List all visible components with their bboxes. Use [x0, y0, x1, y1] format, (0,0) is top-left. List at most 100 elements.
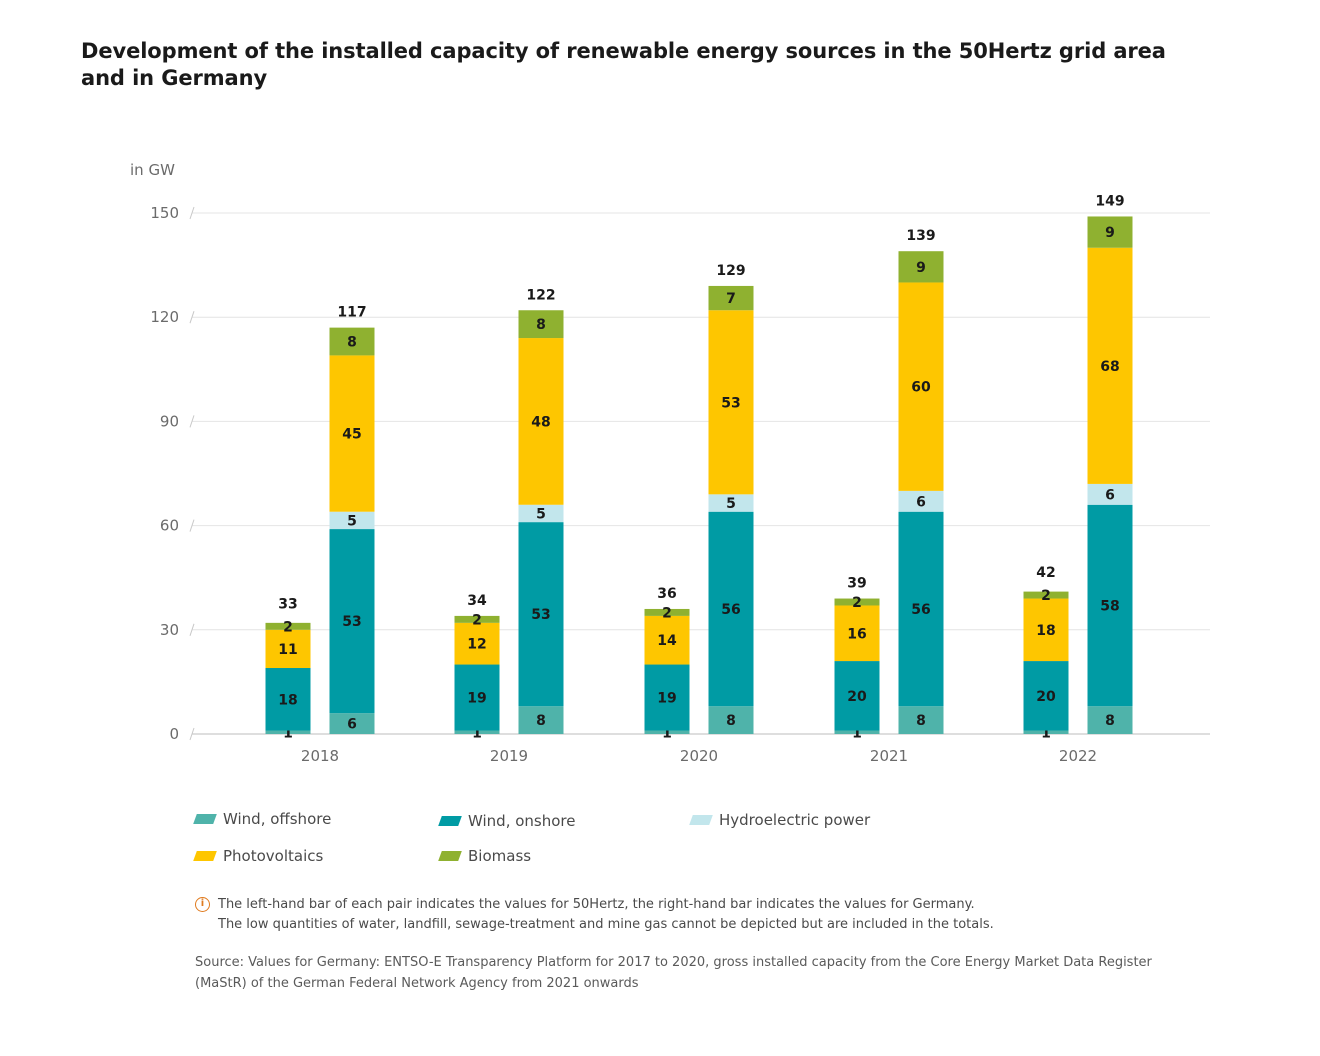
bar-50hertz-2021-photovoltaics [834, 605, 880, 662]
bar-germany-2018-biomass [329, 327, 375, 356]
legend-item-photovoltaics: Photovoltaics [193, 847, 324, 865]
legend-swatch-wind-offshore [193, 814, 217, 824]
bar-label-50hertz-2022-biomass: 2 [1041, 588, 1051, 604]
bar-germany-2021-wind-onshore [898, 511, 944, 707]
bar-label-germany-2021-photovoltaics: 60 [911, 380, 931, 396]
bar-label-50hertz-2018-biomass: 2 [283, 619, 293, 635]
bar-germany-2020-wind-onshore [708, 511, 754, 707]
bar-germany-2019-wind-offshore [518, 706, 564, 734]
bar-label-50hertz-2022-photovoltaics: 18 [1036, 623, 1055, 639]
y-tick-label-90: 90 [160, 412, 179, 430]
bar-germany-2021-photovoltaics [898, 282, 944, 491]
bar-total-50hertz-2022: 42 [1036, 565, 1055, 581]
legend-label-hydroelectric: Hydroelectric power [719, 811, 871, 829]
legend-item-biomass: Biomass [438, 847, 532, 865]
legend-label-biomass: Biomass [468, 847, 532, 865]
bar-label-germany-2022-photovoltaics: 68 [1100, 359, 1119, 375]
x-tick-label-2018: 2018 [301, 747, 339, 765]
y-tick-label-60: 60 [160, 517, 179, 535]
stacked-bar-chart: in GW03060901201502018118112336535458117… [130, 161, 1210, 765]
bar-label-germany-2020-hydroelectric-power: 5 [726, 496, 736, 512]
bar-50hertz-2018-wind-onshore [265, 668, 311, 731]
bar-germany-2022-hydroelectric-power [1087, 483, 1133, 505]
bar-germany-2018-wind-onshore [329, 529, 375, 714]
legend-item-wind-onshore: Wind, onshore [438, 812, 576, 830]
source-note: Source: Values for Germany: ENTSO-E Tran… [195, 955, 1152, 991]
bar-germany-2018-photovoltaics [329, 355, 375, 512]
bar-label-germany-2021-wind-offshore: 8 [916, 713, 926, 729]
y-tick-mark-90 [189, 415, 195, 428]
bar-total-germany-2019: 122 [526, 287, 555, 303]
info-icon: i [195, 897, 210, 912]
bar-germany-2018-wind-offshore [329, 713, 375, 734]
bar-germany-2022-wind-offshore [1087, 706, 1133, 734]
bar-label-50hertz-2020-wind-onshore: 19 [657, 691, 676, 707]
bar-50hertz-2022-biomass [1023, 591, 1069, 599]
chart-legend: Wind, offshore Wind, onshore Hydroelectr… [193, 810, 955, 870]
bar-total-50hertz-2019: 34 [467, 593, 487, 609]
bar-total-50hertz-2021: 39 [847, 576, 866, 592]
bar-50hertz-2021-wind-offshore [834, 730, 880, 734]
bar-label-50hertz-2022-wind-offshore: 1 [1041, 725, 1051, 741]
bar-50hertz-2022-photovoltaics [1023, 598, 1069, 662]
bar-germany-2019-wind-onshore [518, 522, 564, 707]
bar-germany-2020-wind-offshore [708, 706, 754, 734]
bar-total-germany-2018: 117 [337, 305, 366, 321]
bar-label-germany-2020-biomass: 7 [726, 291, 736, 307]
bar-50hertz-2019-wind-onshore [454, 664, 500, 731]
bar-label-germany-2019-photovoltaics: 48 [531, 414, 550, 430]
bar-50hertz-2020-wind-onshore [644, 664, 690, 731]
bar-50hertz-2021-wind-onshore [834, 661, 880, 731]
bar-germany-2020-hydroelectric-power [708, 494, 754, 512]
bar-50hertz-2022-wind-offshore [1023, 730, 1069, 734]
bar-label-50hertz-2018-wind-offshore: 1 [283, 725, 293, 741]
bar-label-germany-2019-hydroelectric-power: 5 [536, 506, 546, 522]
bar-germany-2021-hydroelectric-power [898, 490, 944, 512]
bar-label-50hertz-2021-biomass: 2 [852, 595, 862, 611]
bar-50hertz-2019-biomass [454, 615, 500, 623]
legend-swatch-photovoltaics [193, 851, 217, 861]
bar-label-50hertz-2020-wind-offshore: 1 [662, 725, 672, 741]
legend-label-photovoltaics: Photovoltaics [223, 847, 324, 865]
bar-label-50hertz-2020-photovoltaics: 14 [657, 633, 677, 649]
bar-label-50hertz-2021-photovoltaics: 16 [847, 626, 866, 642]
bar-total-germany-2022: 149 [1095, 193, 1124, 209]
bar-label-50hertz-2019-photovoltaics: 12 [467, 637, 486, 653]
bar-50hertz-2018-wind-offshore [265, 730, 311, 734]
bar-label-germany-2018-biomass: 8 [347, 335, 357, 351]
y-tick-label-0: 0 [169, 725, 179, 743]
bar-50hertz-2018-photovoltaics [265, 629, 311, 669]
bar-germany-2019-biomass [518, 310, 564, 339]
y-tick-mark-60 [189, 519, 195, 532]
bar-germany-2022-photovoltaics [1087, 247, 1133, 484]
bar-label-50hertz-2019-biomass: 2 [472, 612, 482, 628]
bar-50hertz-2020-wind-offshore [644, 730, 690, 734]
bar-label-germany-2020-photovoltaics: 53 [721, 395, 740, 411]
bar-label-germany-2021-wind-onshore: 56 [911, 602, 930, 618]
x-tick-label-2020: 2020 [680, 747, 718, 765]
note-line-2: The low quantities of water, landfill, s… [218, 917, 994, 932]
y-tick-mark-0 [189, 727, 195, 741]
bar-germany-2020-biomass [708, 285, 754, 311]
y-tick-mark-150 [189, 206, 195, 220]
legend-label-wind-offshore: Wind, offshore [223, 810, 332, 828]
bar-germany-2021-biomass [898, 251, 944, 283]
bar-label-50hertz-2020-biomass: 2 [662, 605, 672, 621]
chart-note: i The left-hand bar of each pair indicat… [195, 895, 994, 935]
bar-label-germany-2018-wind-onshore: 53 [342, 614, 361, 630]
bar-label-germany-2018-wind-offshore: 6 [347, 717, 357, 733]
bar-label-50hertz-2018-photovoltaics: 11 [278, 642, 297, 658]
bar-germany-2018-hydroelectric-power [329, 511, 375, 530]
bar-germany-2019-photovoltaics [518, 338, 564, 505]
x-tick-label-2022: 2022 [1059, 747, 1097, 765]
legend-swatch-biomass [438, 851, 462, 861]
bar-label-germany-2022-biomass: 9 [1105, 225, 1115, 241]
legend-label-wind-onshore: Wind, onshore [468, 812, 576, 830]
legend-item-wind-offshore: Wind, offshore [193, 810, 332, 828]
legend-swatch-wind-onshore [438, 816, 462, 826]
bar-label-germany-2021-biomass: 9 [916, 260, 926, 276]
bar-total-50hertz-2020: 36 [657, 586, 676, 602]
bar-label-50hertz-2018-wind-onshore: 18 [278, 692, 297, 708]
y-tick-label-120: 120 [150, 308, 179, 326]
y-tick-mark-120 [189, 311, 195, 324]
